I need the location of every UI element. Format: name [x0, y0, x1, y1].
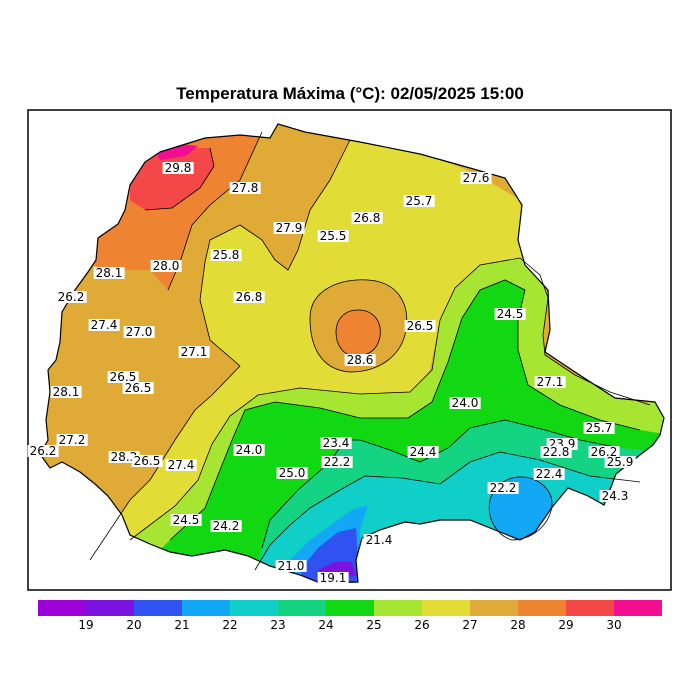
- station-value: 24.4: [407, 445, 439, 459]
- station-value: 23.4: [320, 436, 352, 450]
- legend-swatch: [182, 600, 230, 616]
- legend-tick-label: 28: [510, 618, 526, 632]
- station-value: 27.2: [56, 433, 88, 447]
- legend-tick-label: 30: [606, 618, 622, 632]
- station-value: 27.4: [165, 458, 197, 472]
- station-value: 21.0: [275, 559, 307, 573]
- station-value: 25.7: [403, 194, 435, 208]
- station-value: 25.0: [276, 466, 308, 480]
- station-value: 27.1: [534, 375, 566, 389]
- station-value: 22.2: [487, 481, 519, 495]
- isolines: [89, 131, 651, 571]
- legend-tick-label: 23: [270, 618, 286, 632]
- legend-swatch: [38, 600, 86, 616]
- station-value: 24.3: [599, 489, 631, 503]
- station-value: 24.0: [233, 443, 265, 457]
- station-value: 25.5: [317, 229, 349, 243]
- legend-swatch: [230, 600, 278, 616]
- legend-tick-label: 25: [366, 618, 382, 632]
- legend-swatch: [134, 600, 182, 616]
- station-value: 24.2: [210, 519, 242, 533]
- legend-swatch: [422, 600, 470, 616]
- station-value: 26.8: [233, 290, 265, 304]
- station-value: 26.5: [107, 370, 139, 384]
- station-value: 28.1: [50, 385, 82, 399]
- station-value: 22.2: [321, 455, 353, 469]
- station-value: 26.2: [27, 444, 59, 458]
- band-26-27: [90, 140, 525, 560]
- station-value: 26.5: [122, 381, 154, 395]
- station-value: 28.0: [150, 259, 182, 273]
- station-value: 26.5: [404, 319, 436, 333]
- station-value: 27.4: [88, 318, 120, 332]
- station-value: 27.0: [123, 325, 155, 339]
- band-28-29-northwest: [80, 130, 262, 290]
- station-value: 26.5: [131, 454, 163, 468]
- station-value: 24.5: [170, 513, 202, 527]
- station-value: 26.2: [588, 445, 620, 459]
- warm-core-28-29: [336, 310, 381, 356]
- map-title: Temperatura Máxima (°C): 02/05/2025 15:0…: [176, 84, 524, 103]
- legend-swatch: [326, 600, 374, 616]
- legend-tick-label: 24: [318, 618, 334, 632]
- station-value: 19.1: [317, 571, 349, 585]
- station-value: 22.8: [540, 445, 572, 459]
- legend-ticks: 19 20 21 22 23 24 25 26 27 28 29 30: [38, 618, 662, 634]
- color-legend: [38, 600, 662, 616]
- legend-tick-label: 20: [126, 618, 142, 632]
- legend-swatch: [374, 600, 422, 616]
- station-value: 26.8: [351, 211, 383, 225]
- station-value: 28.1: [93, 266, 125, 280]
- station-value: 27.6: [460, 171, 492, 185]
- legend-swatch: [278, 600, 326, 616]
- station-value: 27.1: [178, 345, 210, 359]
- legend-swatch: [566, 600, 614, 616]
- legend-swatch: [614, 600, 662, 616]
- legend-tick-label: 26: [414, 618, 430, 632]
- legend-swatch: [86, 600, 134, 616]
- station-value: 28.6: [344, 353, 376, 367]
- legend-tick-label: 29: [558, 618, 574, 632]
- station-value: 26.2: [55, 290, 87, 304]
- station-value: 27.8: [229, 181, 261, 195]
- station-value: 22.4: [533, 467, 565, 481]
- station-value: 27.9: [273, 221, 305, 235]
- legend-swatch: [470, 600, 518, 616]
- station-value: 25.8: [210, 248, 242, 262]
- legend-swatch: [518, 600, 566, 616]
- legend-tick-label: 22: [222, 618, 238, 632]
- station-value: 24.0: [449, 396, 481, 410]
- station-value: 21.4: [363, 533, 395, 547]
- station-value: 25.7: [583, 421, 615, 435]
- station-value: 25.9: [604, 455, 636, 469]
- legend-tick-label: 19: [78, 618, 94, 632]
- legend-tick-label: 27: [462, 618, 478, 632]
- station-value: 24.5: [494, 307, 526, 321]
- station-value: 29.8: [162, 161, 194, 175]
- legend-tick-label: 21: [174, 618, 190, 632]
